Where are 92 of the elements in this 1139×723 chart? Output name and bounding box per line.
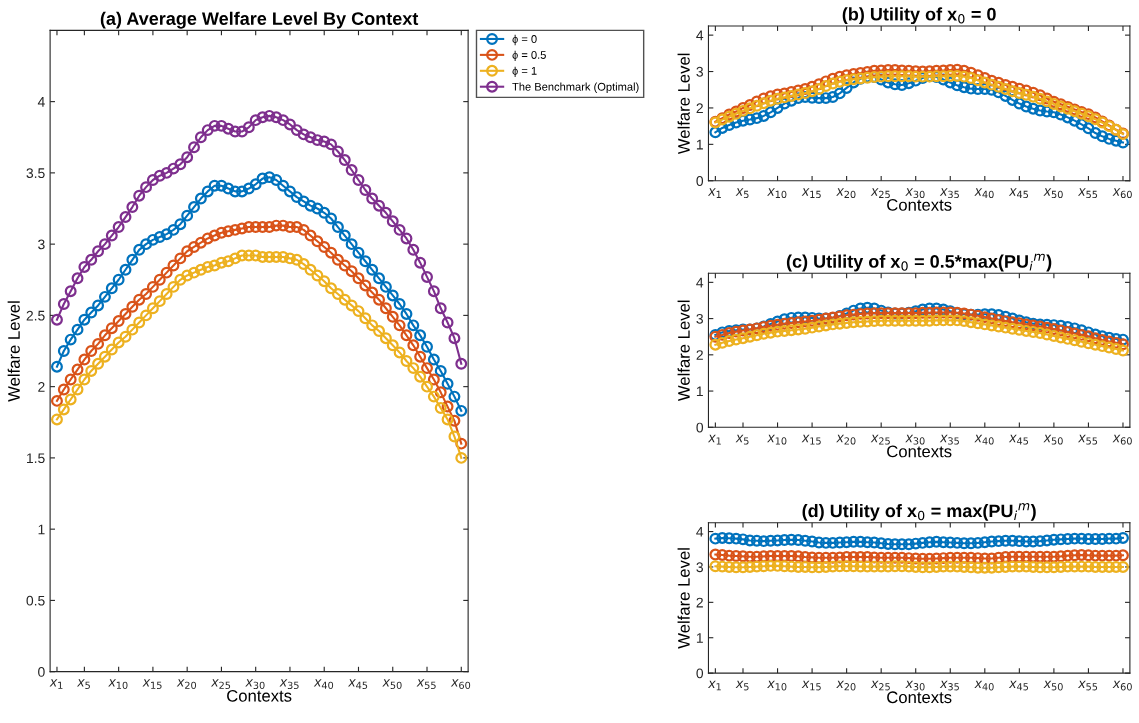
x-tick-label: x$_{25}$ [870,434,890,445]
x-tick-label: x$_{40}$ [974,188,994,199]
x-tick-label: x$_{1}$ [707,188,721,198]
y-tick-label: 2 [38,381,45,392]
y-axis-title: Welfare Level [677,53,690,155]
x-axis-title: Contexts [887,199,952,211]
chart-title: (b) Utility of x$_{0}$ = 0 [842,7,996,25]
y-tick-label: 0 [696,176,704,186]
legend-label: The Benchmark (Optimal) [512,82,639,93]
x-tick-label: x$_{5}$ [735,680,749,691]
x-tick-label: x$_{1}$ [49,679,63,689]
x-tick-label: x$_{15}$ [801,188,821,199]
y-tick-label: 3 [696,313,703,324]
x-axis-title: Contexts [887,691,952,704]
x-tick-label: x$_{55}$ [416,679,436,689]
chart-title: (d) Utility of x$_{0}$ = max(PU$_{i}$$^{m}$) [802,503,1036,521]
y-tick-label: 4 [696,30,704,41]
x-tick-label: x$_{5}$ [735,434,749,445]
legend-label: ϕ = 0 [512,34,537,46]
x-tick-label: x$_{25}$ [870,680,890,691]
x-tick-label: x$_{10}$ [767,188,787,199]
x-tick-label: x$_{40}$ [313,679,334,689]
y-tick-label: 1 [696,386,703,397]
y-tick-label: 0 [696,668,704,679]
x-axis-title: Contexts [227,689,292,702]
x-tick-label: x$_{60}$ [1112,188,1132,199]
y-tick-label: 4 [696,277,704,288]
x-axis-title: Contexts [887,445,952,458]
x-tick-label: x$_{45}$ [1008,434,1029,445]
y-axis-title: Welfare Level [7,301,20,402]
y-tick-label: 2 [696,350,703,360]
x-tick-label: x$_{35}$ [939,434,959,445]
x-tick-label: x$_{45}$ [1008,188,1029,199]
x-tick-label: x$_{30}$ [905,680,925,691]
x-tick-label: x$_{50}$ [1043,188,1063,199]
x-tick-label: x$_{10}$ [108,679,128,689]
x-tick-label: x$_{30}$ [905,434,925,445]
y-tick-label: 2 [696,103,703,113]
y-tick-label: 3 [696,66,703,77]
y-tick-label: 4 [696,527,704,537]
x-tick-label: x$_{10}$ [767,680,787,691]
y-tick-label: 1 [696,139,703,150]
x-tick-label: x$_{20}$ [836,188,856,199]
x-tick-label: x$_{45}$ [348,679,368,689]
x-tick-label: x$_{55}$ [1077,680,1098,691]
x-tick-label: x$_{45}$ [1008,680,1029,691]
x-tick-label: x$_{35}$ [939,188,959,199]
x-tick-label: x$_{20}$ [836,434,856,445]
x-tick-label: x$_{5}$ [735,188,749,199]
x-tick-label: x$_{60}$ [450,679,471,689]
y-tick-label: 2 [696,597,703,608]
x-tick-label: x$_{40}$ [974,680,994,691]
y-tick-label: 1 [38,524,45,535]
y-tick-label: 1 [696,633,703,643]
x-tick-label: x$_{50}$ [1043,434,1063,445]
y-tick-label: 0.5 [26,595,45,606]
y-tick-label: 4 [37,97,45,107]
y-axis-title: Welfare Level [677,300,690,402]
x-tick-label: x$_{40}$ [974,434,994,445]
x-tick-label: x$_{35}$ [279,679,299,689]
y-tick-label: 3 [696,562,703,573]
x-tick-label: x$_{1}$ [707,434,721,445]
x-tick-label: x$_{20}$ [836,680,856,691]
y-tick-label: 2.5 [26,310,45,321]
x-tick-label: x$_{20}$ [176,679,197,689]
x-tick-label: x$_{60}$ [1112,680,1132,691]
x-tick-label: x$_{55}$ [1077,434,1098,445]
x-tick-label: x$_{60}$ [1112,434,1132,445]
x-tick-label: x$_{55}$ [1077,188,1098,199]
y-tick-label: 0 [38,667,45,677]
x-tick-label: x$_{1}$ [707,680,721,691]
y-tick-label: 1.5 [27,453,45,464]
x-tick-label: x$_{15}$ [801,434,821,445]
y-tick-label: 0 [696,422,704,433]
x-tick-label: x$_{10}$ [767,434,787,445]
x-tick-label: x$_{50}$ [1043,680,1063,691]
x-tick-label: x$_{35}$ [939,680,959,691]
x-tick-label: x$_{50}$ [382,679,402,689]
legend-label: ϕ = 1 [512,66,537,77]
x-tick-label: x$_{30}$ [905,188,925,199]
x-tick-label: x$_{25}$ [210,679,231,689]
x-tick-label: x$_{5}$ [76,679,90,689]
x-tick-label: x$_{15}$ [801,680,821,691]
x-tick-label: x$_{30}$ [245,679,265,689]
chart-title: (c) Utility of x$_{0}$ = 0.5*max(PU$_{i}$$^{m}$) [786,253,1052,272]
x-tick-label: x$_{15}$ [142,679,162,689]
chart-title: (a) Average Welfare Level By Context [100,11,419,29]
y-tick-label: 3.5 [26,168,45,179]
x-tick-label: x$_{25}$ [870,188,890,199]
y-tick-label: 3 [38,239,45,250]
legend-label: ϕ = 0.5 [512,50,546,62]
y-axis-title: Welfare Level [677,548,690,649]
